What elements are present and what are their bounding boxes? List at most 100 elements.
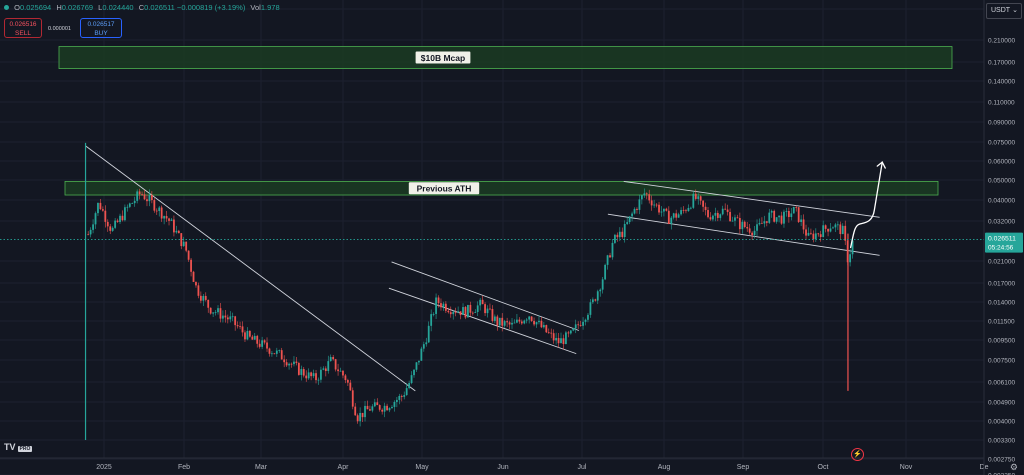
candle-body bbox=[741, 221, 744, 230]
candle-body bbox=[687, 207, 690, 212]
candle-body bbox=[579, 325, 582, 326]
gear-icon[interactable]: ⚙ bbox=[1009, 462, 1018, 472]
trendline-long-downtrend[interactable] bbox=[85, 145, 416, 392]
candle-body bbox=[224, 315, 227, 318]
candle-body bbox=[577, 324, 580, 326]
candle-body bbox=[89, 229, 92, 235]
currency-selector[interactable]: USDT ⌄ bbox=[986, 3, 1022, 19]
candle-body bbox=[753, 230, 756, 236]
candle-body bbox=[748, 228, 751, 233]
zone-rect[interactable] bbox=[64, 180, 939, 196]
zone-label: $10B Mcap bbox=[421, 53, 465, 63]
candle-body bbox=[158, 207, 161, 211]
candle-body bbox=[457, 311, 460, 313]
candle-body bbox=[138, 191, 141, 195]
candle-body bbox=[369, 409, 371, 411]
candle-body bbox=[182, 241, 185, 247]
candle-body bbox=[454, 311, 457, 313]
tradingview-logo: TV PRO bbox=[4, 442, 33, 452]
candle-body bbox=[836, 224, 839, 226]
candle-body bbox=[248, 330, 251, 337]
candle-body bbox=[143, 194, 146, 200]
candle-body bbox=[584, 319, 587, 322]
candle-body bbox=[481, 299, 484, 305]
candle-body bbox=[802, 219, 805, 230]
buy-button[interactable]: 0.026517 BUY bbox=[80, 18, 122, 38]
candle-body bbox=[540, 320, 543, 328]
candle-body bbox=[322, 368, 325, 370]
candle-body bbox=[638, 199, 641, 210]
candle-body bbox=[851, 240, 854, 255]
candle-body bbox=[150, 195, 153, 201]
candle-body bbox=[133, 200, 136, 204]
candle-body bbox=[393, 401, 396, 407]
high-value: 0.026769 bbox=[61, 3, 94, 12]
candle-body bbox=[413, 369, 415, 376]
candle-body bbox=[790, 213, 793, 218]
trendline-summer-channel-bottom[interactable] bbox=[607, 213, 880, 256]
candle-body bbox=[746, 227, 749, 229]
candle-body bbox=[479, 299, 482, 306]
candle-body bbox=[518, 319, 521, 322]
candle-body bbox=[516, 319, 518, 323]
candle-body bbox=[643, 193, 646, 196]
sell-price: 0.026516 bbox=[9, 21, 37, 28]
candle-body bbox=[293, 361, 295, 365]
candle-body bbox=[675, 213, 678, 218]
high-key: H bbox=[56, 3, 62, 12]
price-tick-label: 0.014000 bbox=[988, 300, 1015, 307]
candle-body bbox=[555, 338, 558, 341]
candle-body bbox=[614, 234, 616, 243]
candle-body bbox=[542, 325, 545, 328]
price-tick-label: 0.040000 bbox=[988, 198, 1015, 205]
candle-body bbox=[285, 362, 288, 366]
candle-body bbox=[339, 370, 342, 372]
candle-body bbox=[395, 399, 398, 402]
candle-body bbox=[591, 299, 594, 303]
trendline-summer-channel-top[interactable] bbox=[623, 180, 880, 218]
zone-rect[interactable] bbox=[58, 46, 953, 69]
time-tick-label: Jun bbox=[497, 464, 508, 471]
candle-body bbox=[199, 295, 202, 301]
candle-body bbox=[545, 325, 548, 333]
projection bbox=[849, 161, 886, 249]
candle-body bbox=[111, 227, 114, 231]
trendlines[interactable] bbox=[85, 145, 880, 392]
volume-value: 1.978 bbox=[260, 3, 280, 12]
flash-icon[interactable]: ⚡ bbox=[851, 448, 864, 461]
candle-body bbox=[94, 213, 97, 225]
candle-body bbox=[312, 373, 315, 377]
time-tick-label: Oct bbox=[818, 464, 829, 471]
candle-body bbox=[165, 216, 168, 219]
sell-button[interactable]: 0.026516 SELL bbox=[4, 18, 42, 38]
candle-body bbox=[702, 200, 705, 207]
candle-body bbox=[131, 203, 134, 204]
trendline-may-channel-bottom[interactable] bbox=[388, 287, 577, 355]
candle-body bbox=[824, 225, 827, 229]
candle-body bbox=[699, 196, 702, 201]
price-tick-label: 0.006100 bbox=[988, 380, 1015, 387]
candle-body bbox=[263, 340, 266, 343]
candle-body bbox=[359, 412, 362, 422]
candle-body bbox=[567, 332, 570, 334]
candle-body bbox=[386, 405, 388, 411]
candle-body bbox=[565, 332, 567, 345]
candle-body bbox=[523, 320, 526, 324]
time-tick-label: Nov bbox=[900, 464, 913, 471]
trendline-may-channel-top[interactable] bbox=[391, 261, 580, 331]
candle-body bbox=[525, 319, 528, 321]
candle-body bbox=[430, 314, 433, 326]
candle-body bbox=[609, 255, 611, 258]
candle-body bbox=[351, 390, 354, 407]
candle-body bbox=[719, 214, 722, 218]
candle-body bbox=[410, 375, 413, 384]
status-dot-icon bbox=[4, 5, 9, 10]
candle-body bbox=[743, 221, 746, 228]
candle-body bbox=[508, 322, 511, 325]
time-tick-label: Aug bbox=[658, 464, 671, 471]
candle-body bbox=[660, 211, 663, 213]
candle-body bbox=[246, 330, 249, 340]
candle-body bbox=[650, 200, 653, 206]
